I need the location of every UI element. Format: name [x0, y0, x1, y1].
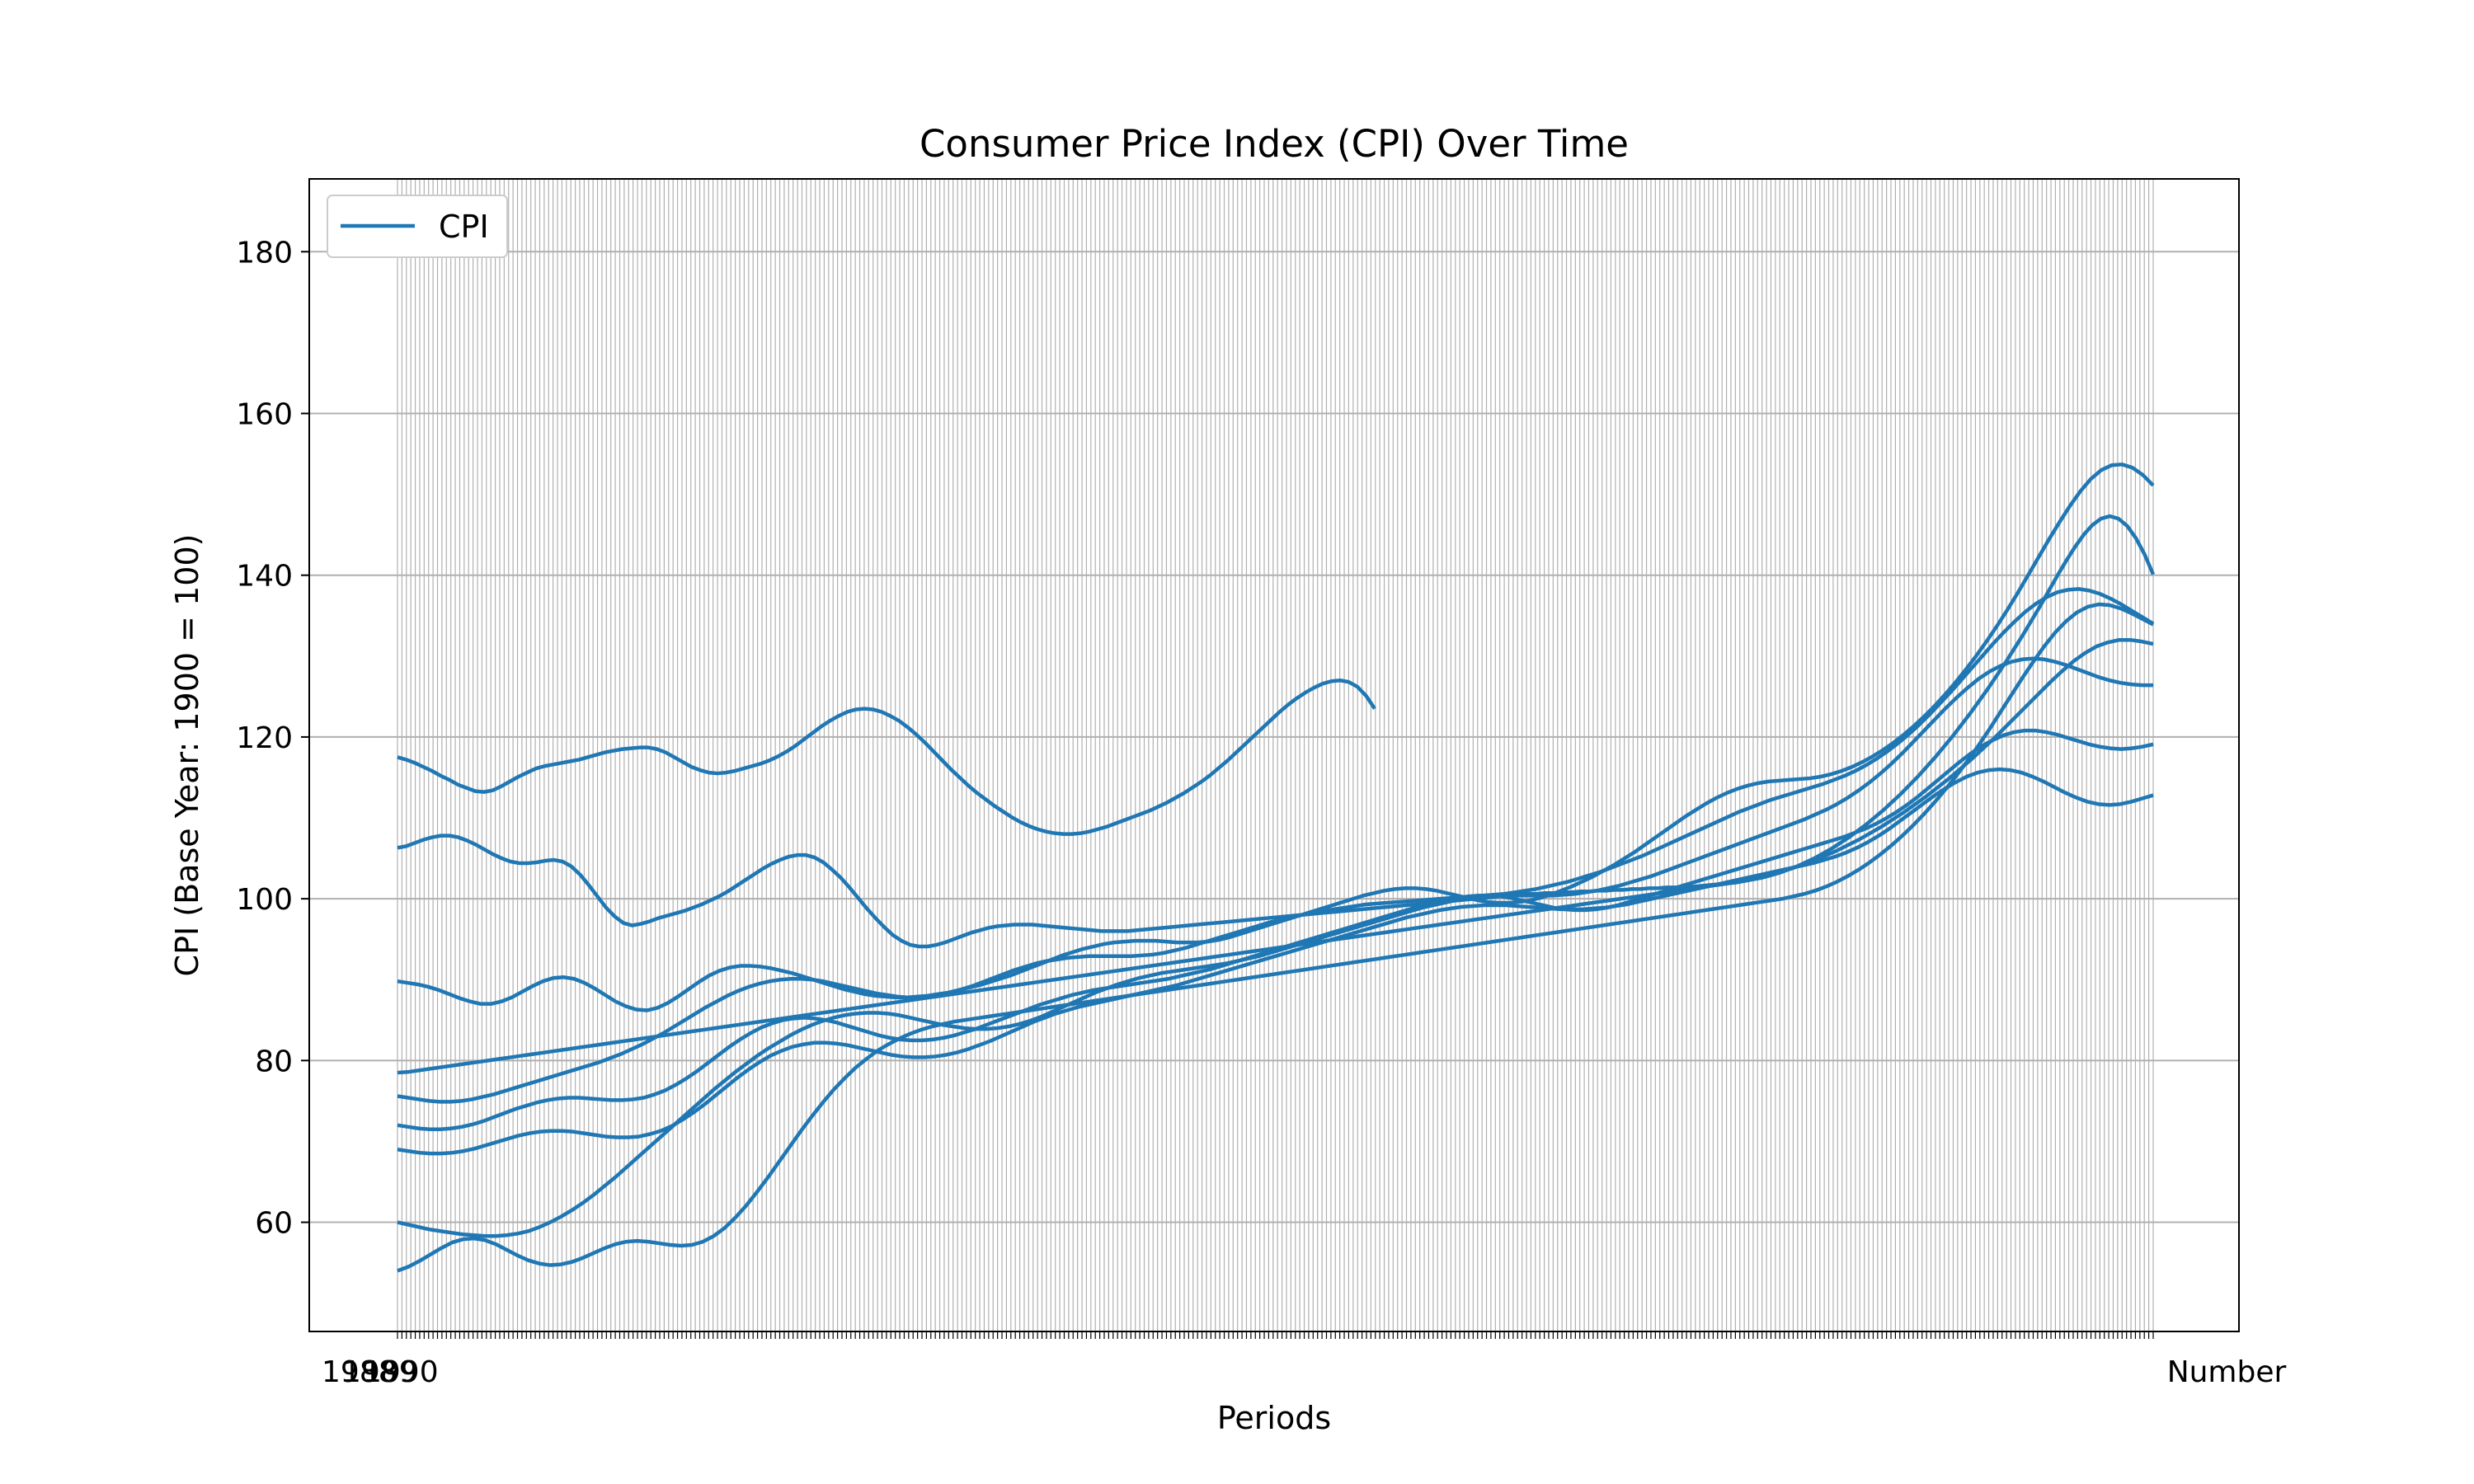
cpi-series-line	[397, 637, 2154, 1075]
legend: CPI	[327, 195, 508, 258]
legend-entry-cpi: CPI	[439, 209, 489, 245]
cpi-series-line	[397, 679, 1376, 836]
y-tick-label: 60	[255, 1207, 293, 1241]
cpi-series-line	[397, 587, 2155, 1104]
y-tick-label: 80	[255, 1045, 293, 1078]
y-axis-ticks: 60 80 100 120 140 160 180	[236, 236, 309, 1241]
cpi-series-line	[397, 767, 2154, 1156]
y-tick-label: 160	[236, 398, 293, 432]
x-tick-label: 1988	[322, 1355, 397, 1389]
x-tick-label: 1989	[342, 1355, 418, 1389]
y-tick-label: 180	[236, 236, 293, 270]
x-axis-ticks	[397, 1331, 2154, 1339]
x-tick-label: Number	[2167, 1355, 2287, 1389]
series-layer	[397, 463, 2156, 1273]
y-tick-label: 140	[236, 560, 293, 594]
x-axis-label: Periods	[1217, 1400, 1331, 1436]
legend-box	[327, 195, 508, 258]
chart-title: Consumer Price Index (CPI) Over Time	[920, 122, 1629, 166]
y-tick-label: 120	[236, 721, 293, 755]
cpi-series-line	[397, 656, 2153, 1238]
plot-frame	[308, 178, 2240, 1332]
x-gridlines	[397, 179, 2154, 1331]
cpi-series-line	[397, 602, 2155, 1273]
y-axis-label: CPI (Base Year: 1900 = 100)	[169, 534, 205, 977]
y-tick-label: 100	[236, 883, 293, 917]
cpi-series-line	[397, 463, 2155, 1012]
x-tick-label: 1990	[363, 1355, 439, 1389]
